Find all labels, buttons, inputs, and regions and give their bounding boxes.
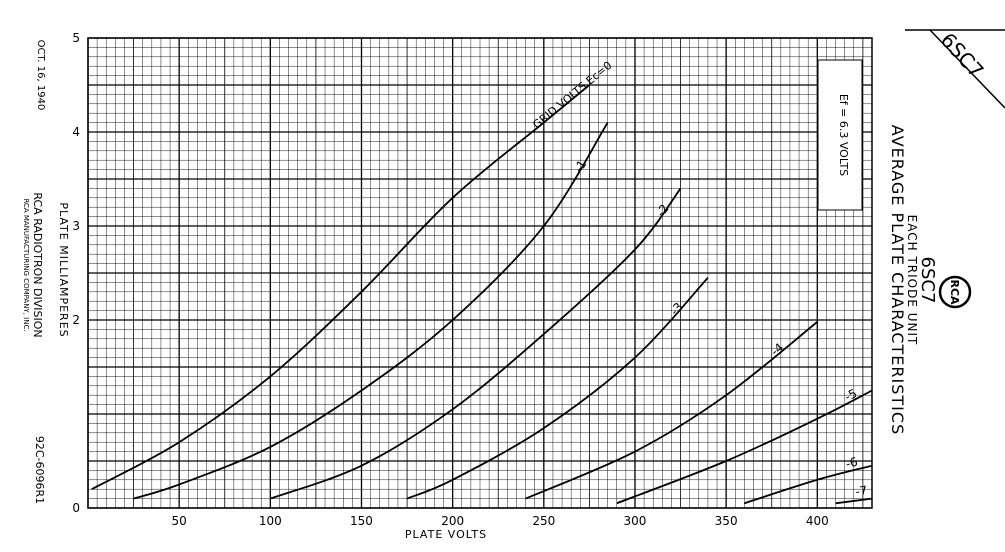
chart-type-label: 6SC7 xyxy=(917,257,938,304)
chart-title: AVERAGE PLATE CHARACTERISTICS xyxy=(888,125,907,435)
drawing-number: 92C-6096R1 xyxy=(33,436,46,504)
curve-ec-7 xyxy=(835,497,873,505)
x-tick-label: 350 xyxy=(715,514,738,528)
y-tick-label: 5 xyxy=(72,31,80,45)
filament-box: Ef = 6.3 VOLTS xyxy=(817,59,863,211)
company-name: RCA RADIOTRON DIVISION xyxy=(31,192,44,337)
y-axis-label: PLATE MILLIAMPERES xyxy=(57,202,70,337)
curve-label-ec-6: -6 xyxy=(844,455,859,472)
y-tick-label: 2 xyxy=(72,313,80,327)
x-tick-label: 100 xyxy=(259,514,282,528)
x-tick-label: 300 xyxy=(624,514,647,528)
x-tick-label: 250 xyxy=(532,514,555,528)
company-subname: RCA MANUFACTURING COMPANY, INC. xyxy=(22,198,30,331)
curve-ec-5 xyxy=(616,389,873,505)
y-tick-label: 0 xyxy=(72,501,80,515)
chart-subtitle: EACH TRIODE UNIT xyxy=(905,215,919,346)
curve-ec-6 xyxy=(744,464,873,505)
curve-ec-2 xyxy=(270,187,682,500)
filament-voltage: Ef = 6.3 VOLTS xyxy=(837,94,850,176)
plot-frame xyxy=(87,37,873,509)
curve-label-ec-5: -5 xyxy=(842,386,859,404)
curve-ec-1 xyxy=(133,122,609,500)
x-tick-label: 150 xyxy=(350,514,373,528)
rca-logo-text: RCA xyxy=(948,279,961,305)
curve-ec-4 xyxy=(525,321,818,500)
sheet-date: OCT. 16, 1940 xyxy=(35,40,46,111)
x-tick-label: 50 xyxy=(172,514,187,528)
rca-logo: RCA xyxy=(938,275,972,309)
y-tick-label: 4 xyxy=(72,125,80,139)
x-axis-label: PLATE VOLTS xyxy=(405,528,487,541)
x-tick-label: 200 xyxy=(441,514,464,528)
x-tick-label: 400 xyxy=(806,514,829,528)
curve-ec-0 xyxy=(91,84,590,490)
curve-label-ec-7: -7 xyxy=(854,483,868,498)
curve-ec-3 xyxy=(406,277,709,500)
y-tick-label: 3 xyxy=(72,219,80,233)
